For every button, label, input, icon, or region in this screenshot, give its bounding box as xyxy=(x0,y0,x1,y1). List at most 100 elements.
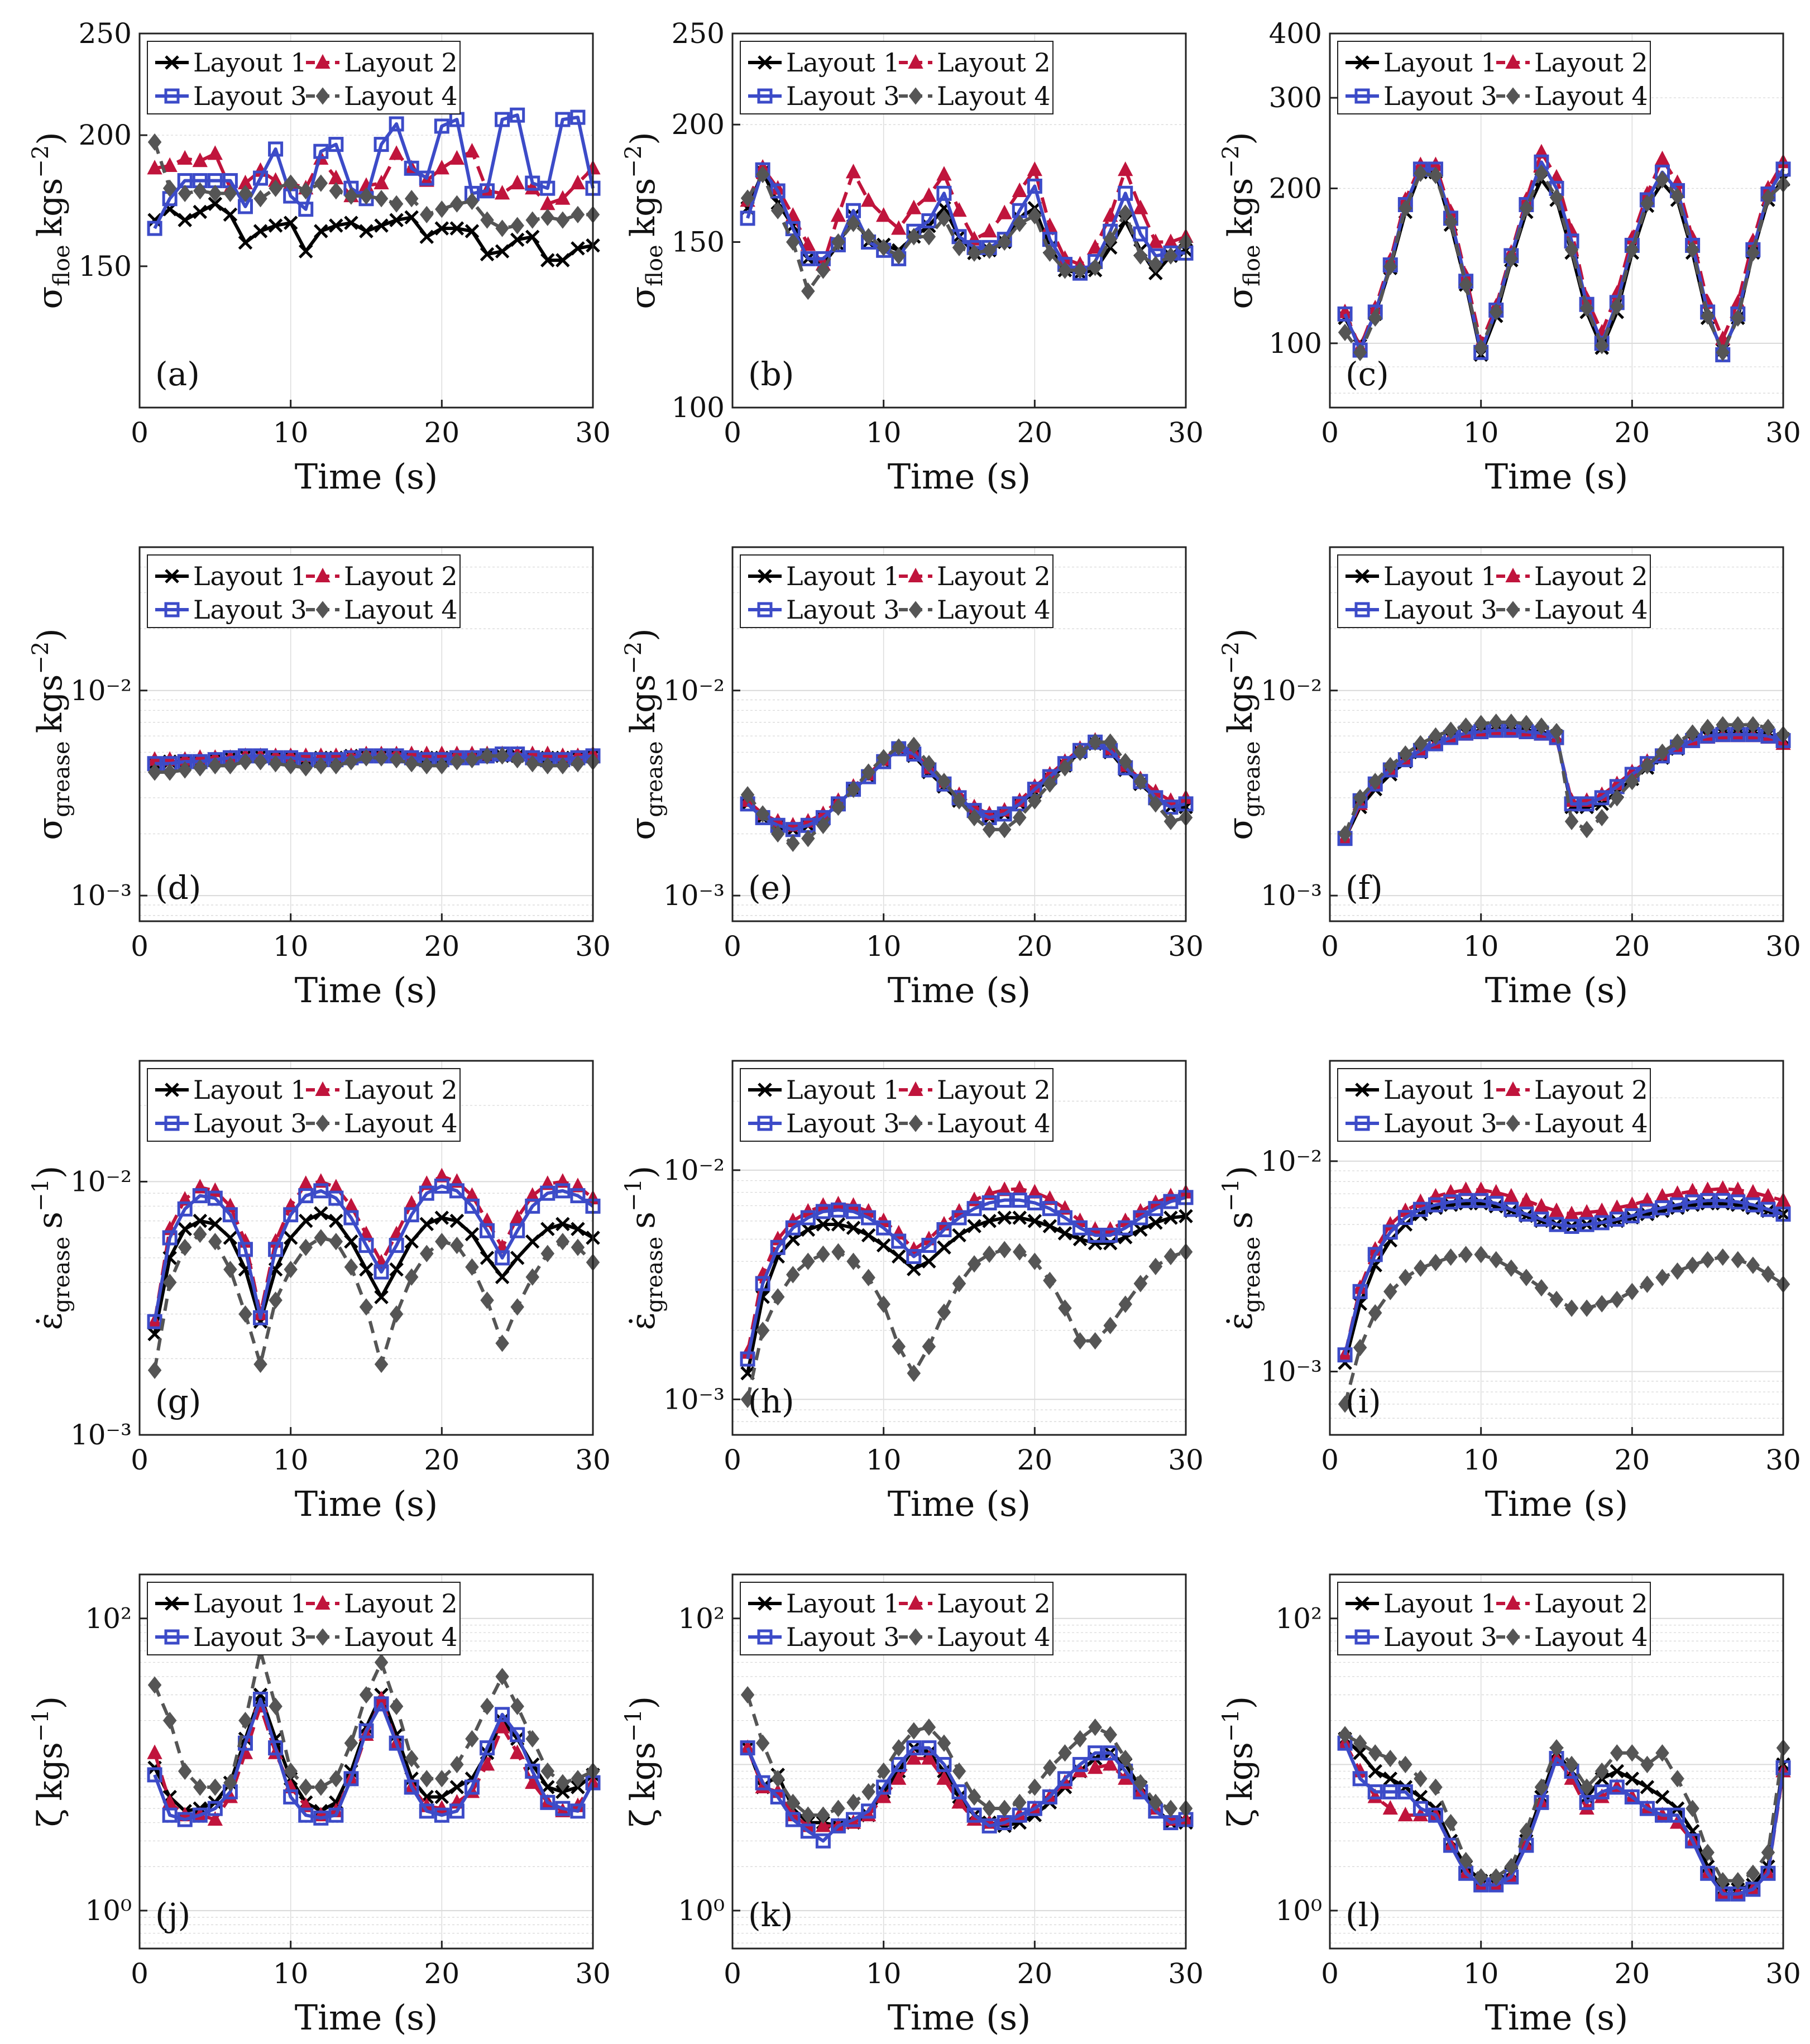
data-point xyxy=(525,1730,540,1748)
series-layout-3 xyxy=(740,1740,1194,1849)
series-layout-3 xyxy=(147,107,601,236)
y-label-unit: s xyxy=(31,1212,70,1229)
legend-entry: Layout 1 xyxy=(786,1075,900,1105)
y-tick-label: 10⁻² xyxy=(663,674,725,707)
data-point xyxy=(208,197,223,211)
data-point xyxy=(419,1185,434,1201)
legend-box xyxy=(1337,1582,1651,1655)
axes-frame xyxy=(138,546,594,922)
data-point xyxy=(1564,241,1579,259)
data-point xyxy=(298,1188,314,1204)
legend-entry: Layout 2 xyxy=(937,47,1051,78)
data-point xyxy=(510,751,524,769)
data-point xyxy=(178,1222,192,1237)
data-point xyxy=(1399,745,1412,763)
data-point xyxy=(253,1691,269,1707)
data-point xyxy=(1368,1744,1382,1762)
data-point xyxy=(1368,309,1382,327)
data-point xyxy=(1504,1259,1519,1277)
legend-entry: Layout 4 xyxy=(344,81,458,111)
legend-marker xyxy=(1354,1116,1370,1131)
data-point xyxy=(755,165,770,184)
data-point xyxy=(389,195,404,213)
data-point xyxy=(876,1788,892,1803)
data-point xyxy=(404,1207,419,1223)
data-point xyxy=(1148,1257,1163,1276)
series-line xyxy=(153,1693,594,1813)
data-point xyxy=(801,282,815,300)
data-point xyxy=(1043,244,1057,262)
data-point xyxy=(1352,1284,1368,1299)
data-point xyxy=(193,182,207,200)
data-point xyxy=(1670,1807,1685,1823)
y-label-superscript: −2 xyxy=(28,642,54,674)
y-label-unit: kgs xyxy=(1221,178,1260,237)
data-point xyxy=(450,1237,464,1255)
data-point xyxy=(1625,1282,1639,1300)
data-point xyxy=(1474,1246,1488,1263)
data-point xyxy=(389,145,404,160)
y-label-symbol: ε̇ xyxy=(624,1313,663,1330)
data-point xyxy=(299,1778,313,1796)
axes-frame xyxy=(731,1573,1187,1950)
series-line xyxy=(1343,1201,1784,1363)
data-point xyxy=(283,1231,298,1245)
data-point xyxy=(464,1779,480,1795)
data-point xyxy=(1610,1290,1624,1309)
data-point xyxy=(1027,161,1042,176)
data-point xyxy=(1163,1194,1179,1209)
series-line xyxy=(1343,1743,1785,1896)
data-point xyxy=(816,261,830,279)
data-point xyxy=(1761,1265,1775,1283)
data-point xyxy=(861,763,875,781)
data-point xyxy=(525,175,540,191)
legend-marker xyxy=(1354,1629,1370,1645)
data-point xyxy=(1337,306,1353,322)
legend-box xyxy=(740,1068,1054,1142)
series-line xyxy=(746,1195,1186,1360)
data-point xyxy=(951,1794,967,1809)
data-point xyxy=(162,1274,177,1291)
x-axis-label: Time (s) xyxy=(1485,1997,1629,2038)
data-point xyxy=(846,1204,861,1219)
y-label-symbol: σ xyxy=(31,286,70,309)
x-tick-label: 30 xyxy=(1765,1444,1801,1476)
data-point xyxy=(1594,808,1609,827)
x-axis-label: Time (s) xyxy=(888,970,1031,1011)
data-point xyxy=(314,757,328,775)
series-layout-4 xyxy=(147,747,600,781)
data-point xyxy=(1625,773,1639,791)
data-point xyxy=(906,1750,922,1765)
data-point xyxy=(845,164,861,179)
data-point xyxy=(1549,1217,1564,1232)
data-point xyxy=(223,184,237,203)
data-point xyxy=(936,1222,952,1237)
data-point xyxy=(1148,1793,1163,1811)
data-point xyxy=(1103,207,1118,222)
data-point xyxy=(147,1314,162,1329)
legend-marker xyxy=(165,1083,179,1097)
data-point xyxy=(1027,1195,1042,1210)
x-tick-label: 10 xyxy=(1463,930,1499,963)
legend: Layout 1 Layout 2 Layout 3 Layout 4 xyxy=(147,41,461,114)
data-point xyxy=(1443,1194,1459,1210)
data-point xyxy=(1716,716,1730,734)
data-point xyxy=(816,816,830,834)
legend: Layout 1 Layout 2 Layout 3 Layout 4 xyxy=(147,1582,461,1655)
data-point xyxy=(480,247,495,262)
y-tick-label: 10⁻² xyxy=(1261,674,1322,707)
data-point xyxy=(1534,717,1549,735)
legend-entry: Layout 1 xyxy=(193,1075,307,1105)
x-tick-label: 30 xyxy=(575,1444,611,1476)
legend-marker xyxy=(315,87,330,105)
y-tick-label: 10⁻³ xyxy=(1261,1356,1322,1388)
data-point xyxy=(1133,773,1148,791)
data-point xyxy=(1609,1212,1625,1227)
data-point xyxy=(178,184,192,203)
y-tick-label: 200 xyxy=(1269,172,1322,204)
y-label-close: ) xyxy=(31,1696,70,1709)
y-label-superscript: −2 xyxy=(621,642,647,674)
data-point xyxy=(755,1775,770,1791)
data-point xyxy=(1057,1771,1072,1787)
data-point xyxy=(1118,185,1133,201)
